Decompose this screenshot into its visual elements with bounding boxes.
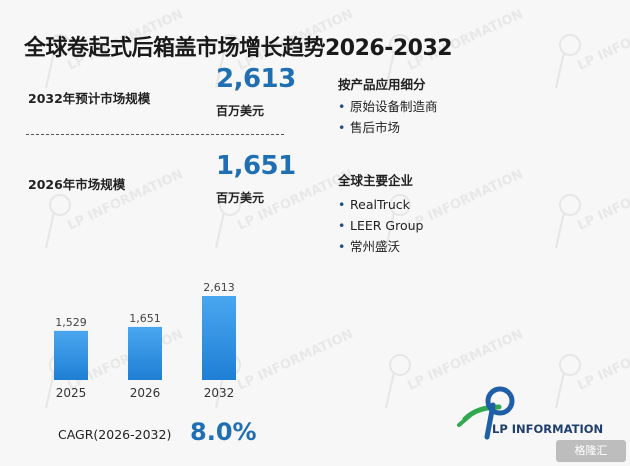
logo-text: LP INFORMATION: [492, 422, 604, 436]
cagr-label: CAGR(2026-2032): [58, 427, 172, 442]
watermark-mark: [559, 194, 581, 216]
category-label: 2026: [130, 386, 161, 400]
cagr-value: 8.0%: [190, 418, 257, 446]
watermark-mark: [555, 51, 565, 89]
watermark-text: LP INFORMATION: [575, 167, 630, 234]
stat-2032-value: 2,613: [216, 64, 296, 94]
stat-2032-label: 2032年预计市场规模: [28, 91, 151, 106]
bar-value-label: 1,529: [55, 316, 87, 329]
companies-list: RealTruck LEER Group 常州盛沃: [338, 194, 423, 257]
company-item: 常州盛沃: [338, 236, 423, 257]
segments-title: 按产品应用细分: [338, 77, 426, 92]
watermark-mark: [555, 211, 565, 249]
watermark-mark: [559, 354, 581, 376]
watermark-mark: [215, 211, 225, 249]
page-title: 全球卷起式后箱盖市场增长趋势2026-2032: [24, 36, 453, 61]
stat-2026-unit: 百万美元: [216, 191, 265, 205]
bar-2025: [54, 330, 88, 380]
company-item: LEER Group: [338, 215, 423, 236]
stat-2026-label: 2026年市场规模: [28, 177, 126, 192]
bar-value-label: 2,613: [203, 281, 235, 294]
segment-item: 售后市场: [338, 117, 438, 138]
bar-chart: 1,529 2025 1,651 2026 2,613 2032: [54, 281, 236, 400]
source-badge: 格隆汇: [556, 440, 626, 462]
watermark-mark: [49, 194, 71, 216]
watermark-mark: [45, 211, 55, 249]
watermark-mark: [559, 34, 581, 56]
bar-2032: [202, 296, 236, 380]
category-label: 2032: [204, 386, 235, 400]
lp-logo-icon: [457, 386, 515, 440]
company-item: RealTruck: [338, 194, 423, 215]
segments-list: 原始设备制造商 售后市场: [338, 96, 438, 138]
divider: [26, 134, 284, 135]
watermark-mark: [389, 354, 411, 376]
companies-title: 全球主要企业: [338, 173, 414, 188]
bar-value-label: 1,651: [129, 312, 161, 325]
watermark-text: LP INFORMATION: [575, 7, 630, 74]
category-label: 2025: [56, 386, 87, 400]
stat-2032-unit: 百万美元: [216, 104, 265, 118]
stat-2026-value: 1,651: [216, 151, 296, 181]
bar-2026: [128, 326, 162, 380]
segment-item: 原始设备制造商: [338, 96, 438, 117]
watermark-mark: [385, 371, 395, 409]
